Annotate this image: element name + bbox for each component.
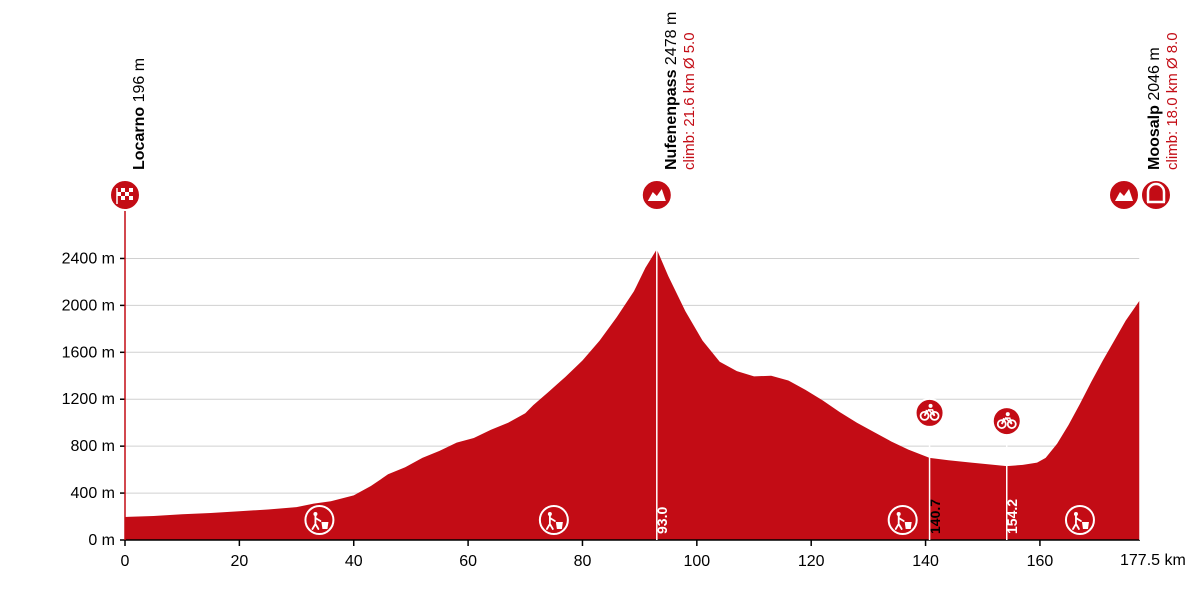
waypoint-label: Nufenenpass 2478 mclimb: 21.6 km Ø 5.0	[663, 12, 699, 170]
svg-text:2400 m: 2400 m	[62, 250, 115, 267]
km-tag: 93.0	[654, 507, 670, 534]
elevation-profile-chart: 0 m 400 m 800 m 1200 m 1600 m 2000 m 2400 m 0 20…	[0, 0, 1200, 597]
svg-text:800 m: 800 m	[71, 438, 115, 455]
svg-text:40: 40	[345, 553, 363, 570]
svg-text:160: 160	[1027, 553, 1054, 570]
waypoint-label: Moosalp 2046 mclimb: 18.0 km Ø 8.0	[1146, 32, 1182, 170]
km-tag: 177.5	[1137, 499, 1153, 534]
chart-svg: 0 m 400 m 800 m 1200 m 1600 m 2000 m 2400 m 0 20…	[0, 0, 1200, 597]
svg-text:0: 0	[121, 553, 130, 570]
elevation-area	[125, 249, 1140, 540]
svg-text:1600 m: 1600 m	[62, 344, 115, 361]
svg-text:20: 20	[230, 553, 248, 570]
svg-text:400 m: 400 m	[71, 485, 115, 502]
svg-text:1200 m: 1200 m	[62, 391, 115, 408]
svg-text:0 m: 0 m	[88, 532, 115, 549]
sprint-km-tag: 154.2	[1004, 499, 1020, 534]
svg-text:120: 120	[798, 553, 825, 570]
waypoint-label: Locarno 196 m	[131, 58, 149, 170]
sprint-km-tag: 140.7	[927, 499, 943, 534]
svg-text:100: 100	[683, 553, 710, 570]
svg-text:140: 140	[912, 553, 939, 570]
svg-text:60: 60	[459, 553, 477, 570]
svg-text:80: 80	[574, 553, 592, 570]
total-distance-label: 177.5 km	[1120, 552, 1186, 570]
svg-text:2000 m: 2000 m	[62, 297, 115, 314]
